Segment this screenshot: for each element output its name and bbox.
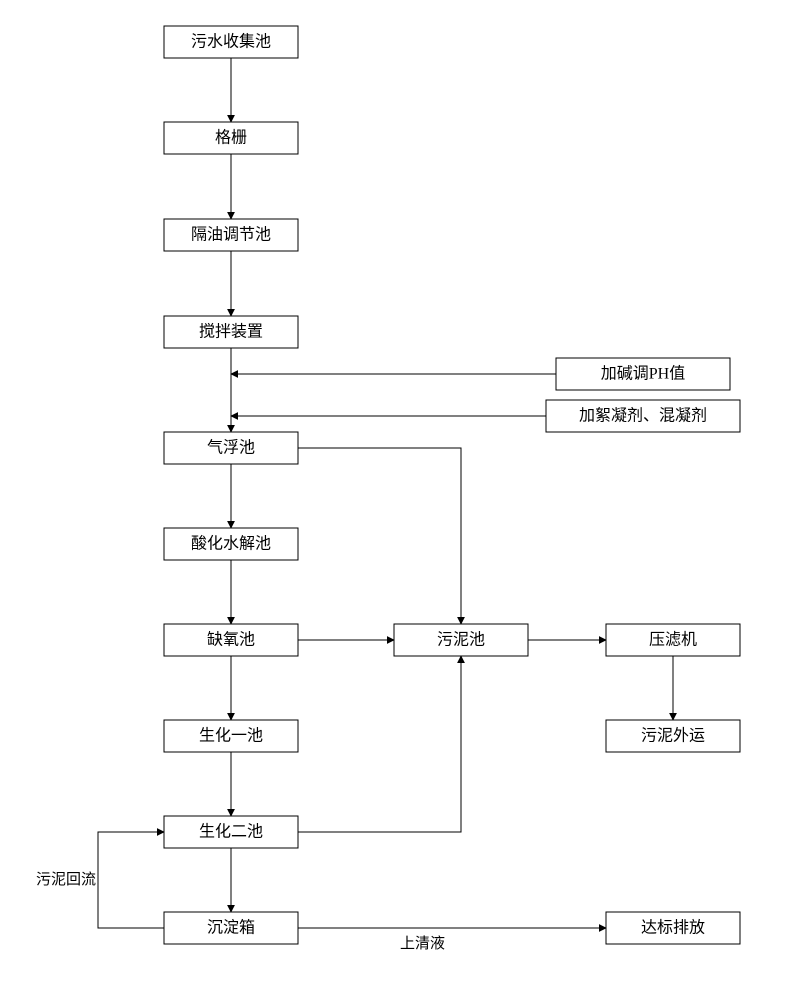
flow-node: 污泥池 (394, 624, 528, 656)
node-label: 加絮凝剂、混凝剂 (579, 407, 707, 425)
node-label: 搅拌装置 (199, 323, 263, 341)
flow-node: 污水收集池 (164, 26, 298, 58)
edge-label: 上清液 (400, 935, 445, 952)
flow-edge (298, 656, 461, 832)
node-label: 污泥外运 (641, 727, 705, 745)
node-label: 达标排放 (641, 919, 705, 937)
flowchart-canvas: 上清液 污泥回流 污水收集池格栅隔油调节池搅拌装置加碱调PH值加絮凝剂、混凝剂气浮池… (0, 0, 789, 1000)
flow-node: 沉淀箱 (164, 912, 298, 944)
flow-node: 隔油调节池 (164, 219, 298, 251)
node-label: 格栅 (215, 129, 247, 147)
flow-node: 搅拌装置 (164, 316, 298, 348)
node-label: 加碱调PH值 (601, 365, 685, 383)
node-label: 污水收集池 (191, 33, 271, 51)
flow-node: 污泥外运 (606, 720, 740, 752)
node-label: 隔油调节池 (191, 226, 271, 244)
node-label: 沉淀箱 (207, 919, 255, 937)
flow-node: 酸化水解池 (164, 528, 298, 560)
flow-node: 加絮凝剂、混凝剂 (546, 400, 740, 432)
node-label: 污泥池 (437, 631, 485, 649)
flow-node: 缺氧池 (164, 624, 298, 656)
flow-edge (98, 832, 164, 928)
flow-node: 达标排放 (606, 912, 740, 944)
flow-edge (298, 448, 461, 624)
flow-node: 生化二池 (164, 816, 298, 848)
flow-node: 生化一池 (164, 720, 298, 752)
flow-node: 气浮池 (164, 432, 298, 464)
node-label: 气浮池 (207, 439, 255, 457)
node-label: 压滤机 (649, 631, 697, 649)
node-label: 生化二池 (199, 823, 263, 841)
flow-node: 加碱调PH值 (556, 358, 730, 390)
node-label: 缺氧池 (207, 631, 255, 649)
edge-label: 污泥回流 (36, 871, 96, 888)
flow-node: 格栅 (164, 122, 298, 154)
node-label: 生化一池 (199, 727, 263, 745)
node-label: 酸化水解池 (191, 535, 271, 553)
flow-node: 压滤机 (606, 624, 740, 656)
